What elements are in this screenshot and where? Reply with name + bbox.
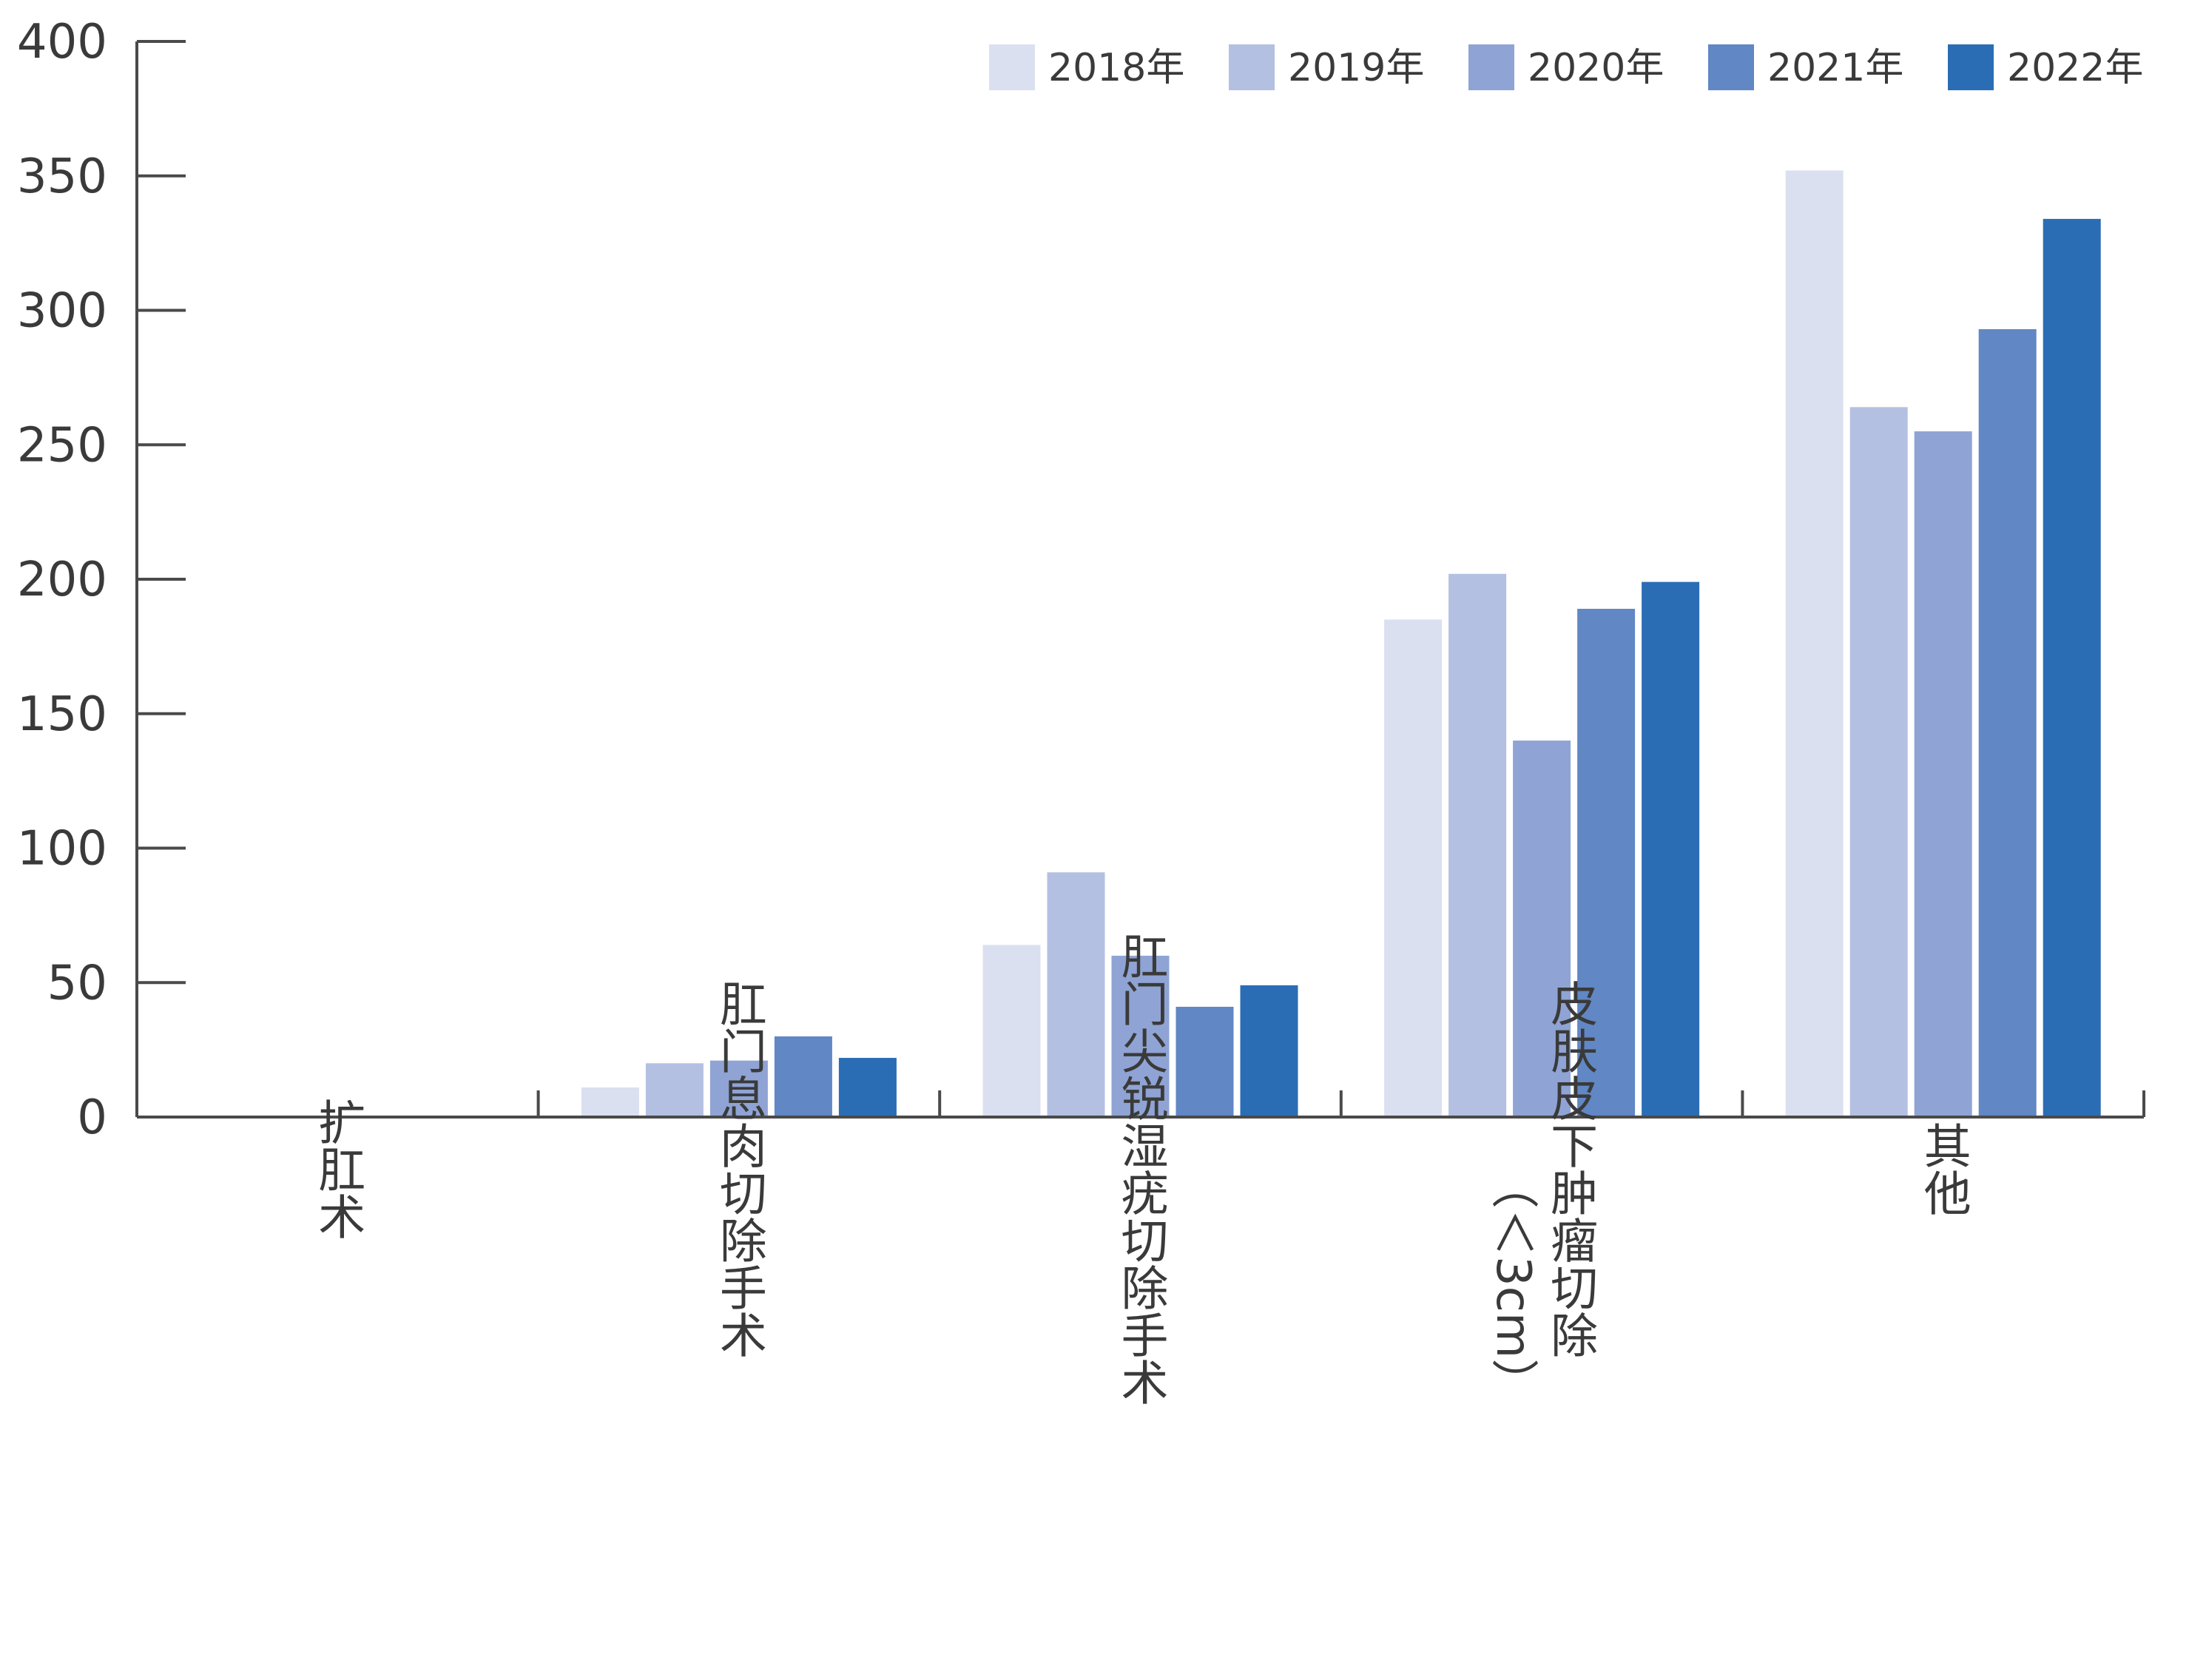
bar-3-series-3 [1111, 955, 1170, 1117]
category-labels: 扩肛术 肛门息肉切除手术 肛门尖锐湿疣切除手术 皮肤皮下肿瘤切除（＜3cm） 其他 [310, 932, 1970, 1406]
legend-swatch [1948, 44, 1994, 90]
bar-2-series-4 [774, 1036, 832, 1117]
legend-swatch [989, 44, 1035, 90]
bar-3-series-2 [1047, 872, 1105, 1117]
legend-swatch [1229, 44, 1275, 90]
legend-label: 2022年 [2007, 46, 2143, 90]
y-tick-label: 350 [17, 149, 107, 204]
bar-4-series-5 [1642, 581, 1700, 1117]
legend-swatch [1468, 44, 1514, 90]
bar-5-series-3 [1914, 431, 1972, 1117]
x-category-label: 扩肛术 [310, 1098, 365, 1240]
y-tick-label: 150 [17, 687, 107, 742]
bar-5-series-2 [1849, 407, 1908, 1117]
bars [180, 170, 2101, 1118]
x-category-label: 肛门息肉切除手术 [712, 979, 766, 1358]
bar-2-series-5 [838, 1058, 897, 1117]
bar-5-series-5 [2043, 218, 2101, 1117]
legend-swatch [1708, 44, 1754, 90]
y-tick-label: 100 [17, 822, 107, 877]
x-axis [137, 1090, 2145, 1119]
legend-label: 2018年 [1048, 46, 1184, 90]
y-axis: 0 50 100 150 200 250 300 350 400 [17, 15, 186, 1145]
bar-5-series-1 [1785, 170, 1844, 1118]
bar-3-series-4 [1176, 1006, 1234, 1117]
bar-4-series-1 [1384, 619, 1443, 1117]
bar-4-series-3 [1513, 741, 1571, 1117]
x-category-label: （＜3cm） [1485, 1161, 1540, 1406]
bar-4-series-2 [1448, 573, 1507, 1117]
legend-label: 2021年 [1767, 46, 1903, 90]
bar-5-series-4 [1978, 328, 2037, 1117]
x-category-label: 其他 [1916, 1121, 1971, 1216]
y-tick-label: 0 [77, 1090, 107, 1145]
y-tick-label: 200 [17, 553, 107, 607]
bar-2-series-2 [645, 1063, 704, 1117]
y-tick-label: 400 [17, 15, 107, 70]
y-tick-label: 300 [17, 284, 107, 339]
bar-2-series-3 [709, 1060, 768, 1117]
legend-label: 2020年 [1528, 46, 1664, 90]
legend: 2018年 2019年 2020年 2021年 2022年 [989, 44, 2143, 90]
bar-2-series-1 [581, 1087, 639, 1117]
x-category-label: 肛门尖锐湿疣切除手术 [1113, 932, 1168, 1406]
bar-4-series-4 [1577, 608, 1636, 1117]
bar-3-series-1 [982, 945, 1041, 1117]
y-tick-label: 250 [17, 418, 107, 473]
bar-3-series-5 [1240, 985, 1298, 1117]
x-category-label: 皮肤皮下肿瘤切除 [1542, 979, 1597, 1358]
y-tick-label: 50 [47, 956, 107, 1011]
legend-label: 2019年 [1288, 46, 1424, 90]
